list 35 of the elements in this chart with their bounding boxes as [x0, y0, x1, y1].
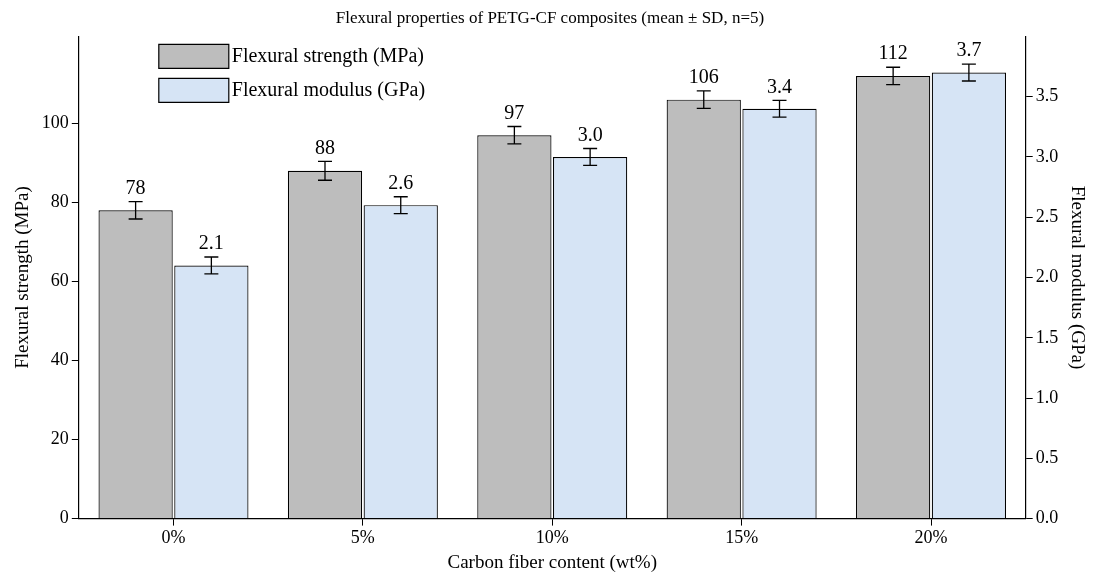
data-label: 78 [125, 175, 146, 198]
y-axis-title: Flexural strength (MPa) [11, 186, 34, 369]
data-label: 106 [688, 65, 719, 88]
y2-tick-label: 2.5 [1035, 205, 1059, 226]
data-label: 2.1 [198, 231, 224, 254]
y-tick-label: 80 [50, 191, 69, 212]
data-label: 3.4 [767, 74, 793, 97]
x-tick-label: 15% [725, 527, 759, 548]
y-tick-label: 40 [50, 349, 69, 370]
y2-tick-label: 2.0 [1035, 266, 1059, 287]
y2-tick-label: 1.0 [1035, 386, 1059, 407]
y-tick-label: 100 [41, 112, 69, 133]
y2-tick-label: 1.5 [1035, 326, 1059, 347]
y2-tick-label: 0.5 [1035, 447, 1059, 468]
data-label: 112 [878, 41, 908, 64]
y2-tick-label: 0.0 [1035, 507, 1059, 528]
y-tick-label: 60 [50, 270, 69, 291]
legend-label: Flexural strength (MPa) [231, 43, 424, 67]
data-label: 2.6 [388, 170, 414, 193]
x-tick-label: 10% [535, 527, 569, 548]
data-label: 97 [504, 100, 525, 123]
x-axis-title: Carbon fiber content (wt%) [447, 550, 657, 573]
x-tick-label: 5% [350, 527, 375, 548]
y2-axis-title: Flexural modulus (GPa) [1066, 185, 1089, 370]
x-tick-label: 20% [914, 527, 948, 548]
chart-title: Flexural properties of PETG-CF composites (mean ± SD, n=5) [335, 7, 765, 27]
y2-tick-label: 3.5 [1035, 85, 1059, 106]
y2-tick-label: 3.0 [1035, 145, 1059, 166]
legend-label: Flexural modulus (GPa) [231, 77, 426, 101]
data-label: 3.0 [577, 122, 603, 145]
data-label: 88 [314, 135, 335, 158]
x-tick-label: 0% [161, 527, 186, 548]
data-label: 3.7 [956, 38, 982, 61]
y-tick-label: 0 [59, 507, 69, 528]
y-tick-label: 20 [50, 428, 69, 449]
